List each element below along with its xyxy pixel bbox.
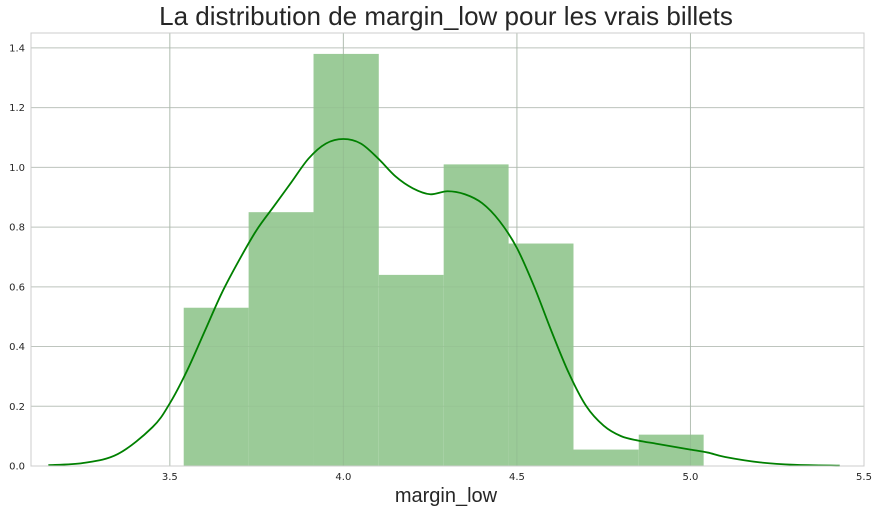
x-tick-label-4: 5.5	[856, 472, 872, 483]
histogram-bar-4	[443, 164, 509, 466]
histogram-bar-3	[378, 274, 444, 466]
histogram-bar-2	[313, 53, 379, 467]
x-tick-label-3: 5.0	[683, 472, 699, 483]
y-tick-label-3: 0.6	[9, 282, 25, 293]
histogram-bar-6	[573, 449, 639, 466]
y-tick-label-5: 1.0	[9, 163, 25, 174]
y-tick-label-2: 0.4	[9, 342, 25, 353]
x-axis-ticks: 3.5 4.0 4.5 5.0 5.5	[162, 472, 872, 483]
y-tick-label-4: 0.8	[9, 223, 25, 234]
y-tick-label-0: 0.0	[9, 462, 25, 473]
kde-curve	[48, 138, 840, 467]
x-tick-label-0: 3.5	[162, 472, 178, 483]
x-tick-label-1: 4.0	[335, 472, 351, 483]
x-axis-label: margin_low	[395, 485, 498, 507]
histogram-bar-1	[248, 212, 314, 466]
histogram-bars	[31, 33, 865, 467]
histogram-bar-5	[508, 243, 574, 466]
kde-curve-group	[48, 138, 840, 467]
y-axis-ticks: 0.0 0.2 0.4 0.6 0.8 1.0 1.2 1.4	[9, 43, 25, 472]
chart-title: La distribution de margin_low pour les v…	[159, 1, 733, 31]
y-tick-label-1: 0.2	[9, 402, 25, 413]
y-tick-label-6: 1.2	[9, 103, 25, 114]
y-tick-label-7: 1.4	[9, 43, 25, 54]
histogram-bar-0	[183, 307, 249, 466]
plot-frame	[30, 32, 865, 467]
x-tick-label-2: 4.5	[509, 472, 525, 483]
